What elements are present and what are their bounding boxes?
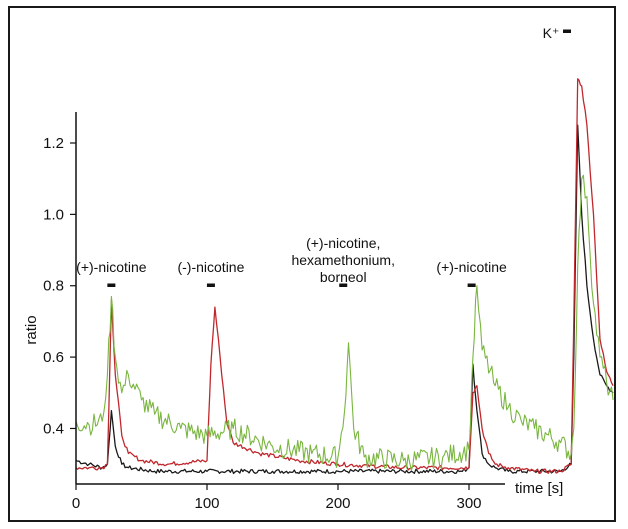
y-tick-label: 0.8 (43, 278, 64, 295)
y-axis-label: ratio (23, 315, 40, 344)
series-line-3 (75, 174, 614, 471)
annotation-1: (+)-nicotine (76, 259, 147, 287)
application-bar (339, 283, 348, 287)
annotation-text: (+)-nicotine (436, 259, 507, 275)
x-tick-label: 200 (325, 495, 350, 512)
annotation-layer: (+)-nicotine (-)-nicotine (+)-nicotine,hex… (76, 25, 571, 287)
annotation-text: borneol (320, 269, 367, 285)
application-bar (563, 29, 571, 33)
x-tick-label: 300 (456, 495, 481, 512)
annotation-text: (-)-nicotine (177, 259, 244, 275)
tick-layer: 0 100 200 300 0.4 0.6 0.8 1.0 1.2 (43, 135, 481, 512)
x-axis-label: time [s] (515, 480, 563, 497)
application-bar (467, 283, 476, 287)
y-tick-label: 0.4 (43, 420, 64, 437)
annotation-text: (+)-nicotine (76, 259, 147, 275)
x-tick-label: 0 (72, 495, 80, 512)
annotation-text: (+)-nicotine, (306, 235, 380, 251)
series-line-2 (75, 78, 614, 475)
annotation-text: K⁺ (543, 25, 560, 41)
y-tick-label: 1.2 (43, 135, 64, 152)
annotation-3: (+)-nicotine,hexamethonium,borneol (291, 235, 395, 287)
y-tick-label: 1.0 (43, 206, 64, 223)
y-tick-label: 0.6 (43, 349, 64, 366)
series-layer (75, 78, 614, 475)
chart-frame: time [s] ratio 0 100 200 300 0.4 0.6 0.8 1.0 1.2… (8, 6, 616, 522)
axis-layer: time [s] ratio (23, 112, 563, 497)
line-chart: time [s] ratio 0 100 200 300 0.4 0.6 0.8 1.0 1.2… (23, 25, 614, 512)
x-tick-label: 100 (194, 495, 219, 512)
annotation-4: (+)-nicotine (436, 259, 507, 287)
annotation-2: (-)-nicotine (177, 259, 245, 287)
annotation-text: hexamethonium, (291, 252, 395, 268)
application-bar (107, 283, 116, 287)
application-bar (206, 283, 215, 287)
series-line-1 (75, 124, 614, 475)
annotation-5: K⁺ (543, 25, 571, 41)
